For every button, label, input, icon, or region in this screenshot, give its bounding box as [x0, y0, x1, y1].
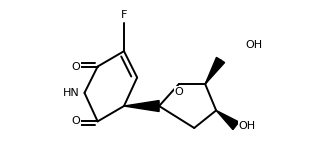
Text: F: F [121, 10, 127, 20]
Text: HN: HN [63, 88, 80, 98]
Polygon shape [205, 57, 225, 84]
Text: O: O [174, 87, 183, 97]
Polygon shape [216, 110, 239, 130]
Text: OH: OH [245, 40, 262, 50]
Text: O: O [71, 62, 80, 71]
Polygon shape [124, 101, 159, 111]
Text: O: O [71, 116, 80, 126]
Text: OH: OH [239, 121, 256, 131]
